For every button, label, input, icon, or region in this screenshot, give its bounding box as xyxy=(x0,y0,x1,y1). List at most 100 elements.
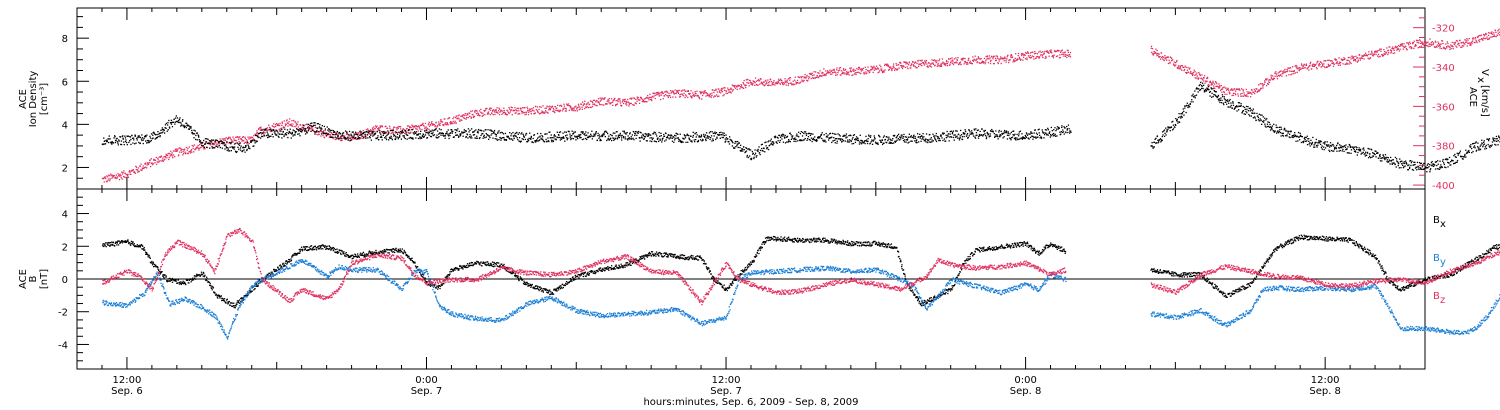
velocity-point xyxy=(684,89,686,91)
density-point xyxy=(401,132,403,134)
density-point xyxy=(468,136,471,138)
velocity-point xyxy=(625,102,627,104)
density-point xyxy=(299,128,301,130)
density-point xyxy=(649,140,651,142)
velocity-point xyxy=(575,105,577,107)
velocity-point xyxy=(1175,60,1178,63)
velocity-point xyxy=(1196,72,1198,74)
velocity-point xyxy=(915,67,917,69)
velocity-point xyxy=(475,109,477,112)
velocity-point xyxy=(697,95,699,97)
velocity-point xyxy=(782,84,784,86)
velocity-point xyxy=(1479,38,1481,41)
density-point xyxy=(731,140,733,142)
density-point xyxy=(473,130,476,132)
velocity-point xyxy=(800,77,803,79)
velocity-point xyxy=(197,147,199,150)
velocity-point xyxy=(810,77,812,80)
velocity-point xyxy=(715,88,717,90)
velocity-point xyxy=(1269,79,1271,81)
velocity-point xyxy=(1249,92,1251,94)
velocity-point xyxy=(1378,56,1380,58)
velocity-point xyxy=(674,89,676,91)
velocity-point xyxy=(892,65,895,67)
velocity-point xyxy=(944,63,946,66)
density-point xyxy=(124,135,126,137)
velocity-point xyxy=(754,84,756,86)
velocity-point xyxy=(1033,58,1035,60)
density-point xyxy=(392,129,394,131)
velocity-point xyxy=(156,161,158,163)
velocity-point xyxy=(847,72,849,74)
velocity-point xyxy=(129,173,131,175)
density-point xyxy=(370,134,372,136)
density-point xyxy=(663,135,666,137)
velocity-point xyxy=(1024,54,1026,56)
density-point xyxy=(225,146,227,148)
velocity-point xyxy=(992,58,994,60)
density-point xyxy=(117,144,119,146)
velocity-point xyxy=(883,71,885,73)
velocity-point xyxy=(967,59,969,62)
velocity-point xyxy=(121,173,124,175)
density-point xyxy=(361,135,363,137)
velocity-point xyxy=(1046,50,1048,52)
density-point xyxy=(607,137,609,139)
velocity-point xyxy=(896,68,899,70)
velocity-point xyxy=(906,63,909,65)
velocity-point xyxy=(776,81,778,83)
density-point xyxy=(135,137,138,140)
density-point xyxy=(595,132,597,134)
density-point xyxy=(683,138,685,140)
density-point xyxy=(448,135,450,137)
velocity-point xyxy=(699,91,702,93)
velocity-point xyxy=(1160,52,1163,54)
density-point xyxy=(398,136,400,139)
velocity-point xyxy=(998,60,1000,62)
velocity-point xyxy=(808,76,811,78)
velocity-point xyxy=(1008,59,1010,62)
velocity-point xyxy=(349,138,352,140)
velocity-point xyxy=(1293,73,1295,75)
density-point xyxy=(630,137,632,140)
velocity-point xyxy=(317,131,319,133)
velocity-point xyxy=(599,104,601,106)
velocity-point xyxy=(476,110,478,112)
velocity-point xyxy=(1371,52,1373,54)
velocity-point xyxy=(1243,95,1245,97)
velocity-point xyxy=(587,103,589,105)
velocity-point xyxy=(1040,51,1042,53)
velocity-point xyxy=(768,80,771,83)
density-point xyxy=(654,140,656,143)
density-point xyxy=(195,134,197,137)
velocity-point xyxy=(567,103,570,105)
velocity-point xyxy=(651,95,654,98)
velocity-point xyxy=(1400,43,1402,46)
velocity-point xyxy=(912,64,914,66)
velocity-point xyxy=(235,136,237,138)
velocity-point xyxy=(855,72,857,74)
density-point xyxy=(212,139,215,141)
velocity-point xyxy=(1296,71,1298,73)
velocity-point xyxy=(1297,67,1299,69)
velocity-point xyxy=(245,139,248,141)
velocity-point xyxy=(792,80,794,82)
density-point xyxy=(616,131,618,133)
density-point xyxy=(514,132,516,134)
velocity-point xyxy=(1266,79,1268,81)
velocity-point xyxy=(211,142,213,144)
velocity-point xyxy=(1014,60,1016,62)
velocity-point xyxy=(1337,62,1339,65)
density-point xyxy=(257,136,259,138)
velocity-point xyxy=(772,83,775,86)
velocity-point xyxy=(821,72,823,74)
velocity-point xyxy=(537,111,539,113)
velocity-point xyxy=(1223,91,1225,94)
density-point xyxy=(482,132,484,135)
velocity-point xyxy=(482,114,484,116)
density-point xyxy=(617,136,620,138)
velocity-point xyxy=(647,95,649,97)
velocity-point xyxy=(1261,83,1264,85)
velocity-point xyxy=(119,175,121,177)
density-point xyxy=(639,140,641,142)
